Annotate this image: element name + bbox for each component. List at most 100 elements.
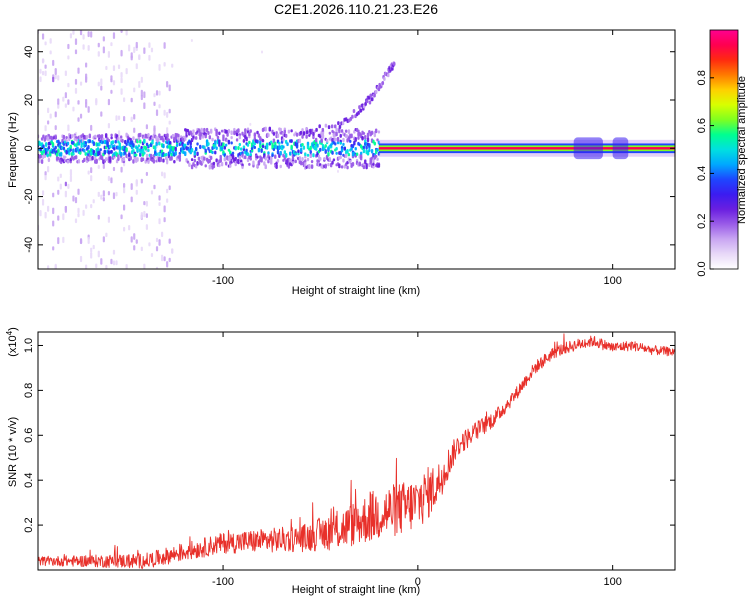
band-cell — [117, 136, 120, 141]
noise-cell — [90, 175, 93, 182]
band-cell — [306, 153, 310, 157]
band-cell — [64, 155, 67, 159]
band-cell — [200, 127, 203, 133]
noise-cell — [163, 217, 166, 223]
band-cell — [102, 137, 105, 141]
noise-cell — [44, 175, 47, 181]
noise-cell — [100, 194, 103, 200]
band-cell — [328, 157, 332, 162]
band-cell — [122, 156, 126, 162]
band-cell — [342, 142, 345, 147]
noise-cell — [155, 246, 159, 252]
noise-cell — [145, 200, 148, 207]
band-cell — [139, 132, 142, 138]
band-cell — [139, 152, 142, 157]
noise-cell — [140, 246, 143, 252]
band-cell — [372, 158, 375, 164]
noise-cell — [130, 236, 133, 243]
chirp-cell — [365, 99, 369, 104]
noise-cell — [87, 31, 90, 38]
snr-x-label: Height of straight line (km) — [292, 584, 420, 596]
band-cell — [227, 128, 231, 134]
band-cell — [282, 145, 285, 149]
noise-cell — [90, 124, 93, 131]
band-cell — [184, 151, 187, 157]
noise-cell — [107, 98, 111, 106]
band-cell — [132, 159, 135, 164]
noise-cell — [79, 255, 83, 263]
band-cell — [294, 159, 297, 164]
noise-cell — [143, 47, 146, 54]
band-cell — [342, 137, 345, 143]
noise-cell — [69, 33, 73, 39]
band-cell — [358, 162, 362, 167]
noise-cell — [130, 196, 133, 203]
band-cell — [289, 151, 292, 156]
band-cell — [59, 152, 63, 157]
noise-cell — [140, 76, 143, 83]
band-cell — [279, 164, 282, 169]
band-cell — [114, 139, 117, 144]
noise-cell — [52, 192, 55, 198]
noise-cell — [112, 249, 116, 255]
band-cell — [62, 146, 66, 151]
noise-cell — [125, 68, 128, 75]
band-cell — [118, 146, 122, 152]
band-cell — [359, 151, 363, 156]
noise-cell — [166, 111, 169, 118]
band-cell — [249, 129, 252, 134]
band-cell — [84, 141, 87, 145]
band-cell — [170, 156, 173, 161]
band-cell — [107, 138, 111, 143]
noise-cell — [72, 195, 75, 202]
noise-cell — [64, 190, 67, 198]
noise-cell — [130, 97, 133, 103]
chirp-cell — [338, 124, 342, 129]
noise-cell — [95, 99, 98, 106]
band-cell — [220, 161, 224, 167]
noise-cell — [44, 70, 47, 77]
band-cell — [325, 138, 329, 143]
band-cell — [203, 156, 206, 161]
band-cell — [125, 142, 128, 147]
band-cell — [57, 148, 60, 153]
band-cell — [164, 152, 168, 157]
noise-cell — [67, 55, 70, 60]
band-cell — [177, 137, 180, 141]
noise-cell — [54, 68, 57, 76]
band-cell — [204, 148, 207, 153]
band-cell — [374, 154, 378, 158]
band-cell — [347, 153, 351, 157]
noise-cell — [100, 78, 103, 86]
snr-x-tick-label: 100 — [603, 576, 621, 588]
band-cell — [372, 162, 375, 166]
noise-cell — [77, 207, 80, 214]
noise-cell — [41, 58, 45, 64]
noise-cell — [155, 266, 159, 269]
band-cell — [94, 134, 97, 138]
band-cell — [235, 138, 239, 142]
noise-cell — [166, 80, 169, 88]
noise-cell — [77, 212, 80, 218]
noise-cell — [130, 52, 133, 59]
noise-cell — [160, 254, 164, 262]
band-cell — [298, 138, 302, 144]
band-cell — [242, 147, 246, 152]
noise-cell — [135, 180, 138, 187]
noise-cell — [74, 87, 78, 94]
noise-cell — [102, 236, 105, 243]
band-cell — [54, 145, 57, 150]
noise-cell — [97, 164, 100, 170]
band-cell — [314, 147, 318, 151]
noise-cell — [107, 191, 111, 196]
noise-cell — [39, 209, 42, 217]
band-cell — [129, 137, 132, 141]
snr-y-tick-label: 0.8 — [23, 383, 35, 398]
spectrogram-y-tick-label: -20 — [23, 189, 35, 205]
noise-cell — [59, 183, 62, 190]
spectrogram-y-tick-label: 40 — [23, 46, 35, 58]
band-cell — [62, 134, 66, 140]
band-cell — [211, 150, 214, 155]
noise-cell — [47, 165, 50, 173]
band-cell — [283, 129, 287, 134]
